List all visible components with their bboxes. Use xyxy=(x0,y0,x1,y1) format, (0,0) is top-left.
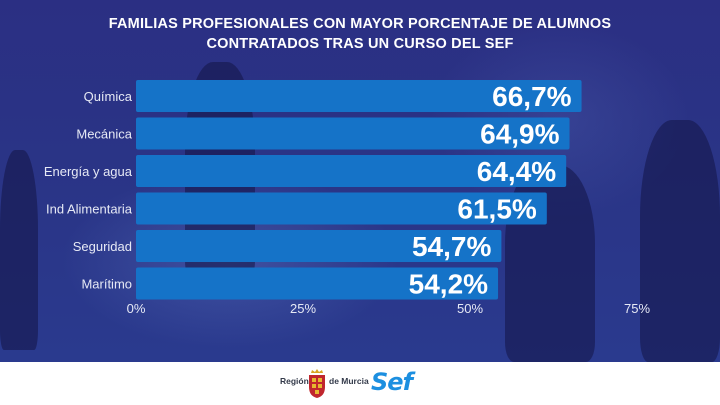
region-name-left: Región xyxy=(280,376,309,386)
chart-title: FAMILIAS PROFESIONALES CON MAYOR PORCENT… xyxy=(0,14,720,54)
data-label: 64,9% xyxy=(480,119,559,150)
region-coat-of-arms-icon xyxy=(309,369,325,398)
x-tick-label: 50% xyxy=(457,301,483,316)
data-label: 61,5% xyxy=(457,194,536,225)
person-silhouette xyxy=(640,120,720,362)
bar xyxy=(136,192,547,225)
sef-logo: Sef xyxy=(371,368,413,396)
bar xyxy=(136,117,570,150)
bar xyxy=(136,230,502,262)
footer: Región de Murcia Sef xyxy=(0,362,720,405)
bar-chart: Química 66,7% Mecánica 64,9% Energía y agua 6… xyxy=(44,80,650,316)
category-label: Ind Alimentaria xyxy=(46,202,133,217)
data-label: 54,7% xyxy=(412,231,491,262)
category-label: Marítimo xyxy=(81,277,132,292)
chart-title-line: CONTRATADOS TRAS UN CURSO DEL SEF xyxy=(206,36,514,52)
category-label: Seguridad xyxy=(73,239,132,254)
category-label: Mecánica xyxy=(76,127,132,142)
person-silhouette xyxy=(0,150,38,350)
x-tick-label: 25% xyxy=(290,301,316,316)
x-tick-label: 0% xyxy=(127,301,146,316)
x-tick-label: 75% xyxy=(624,301,650,316)
category-label: Energía y agua xyxy=(44,164,133,179)
data-label: 54,2% xyxy=(409,269,488,300)
category-label: Química xyxy=(84,89,133,104)
region-name-right: de Murcia xyxy=(329,376,369,386)
data-label: 66,7% xyxy=(492,81,571,112)
chart-title-line: FAMILIAS PROFESIONALES CON MAYOR PORCENT… xyxy=(108,16,612,32)
data-label: 64,4% xyxy=(477,156,556,187)
bar xyxy=(136,267,499,300)
bar xyxy=(136,155,567,187)
bar xyxy=(136,80,582,112)
